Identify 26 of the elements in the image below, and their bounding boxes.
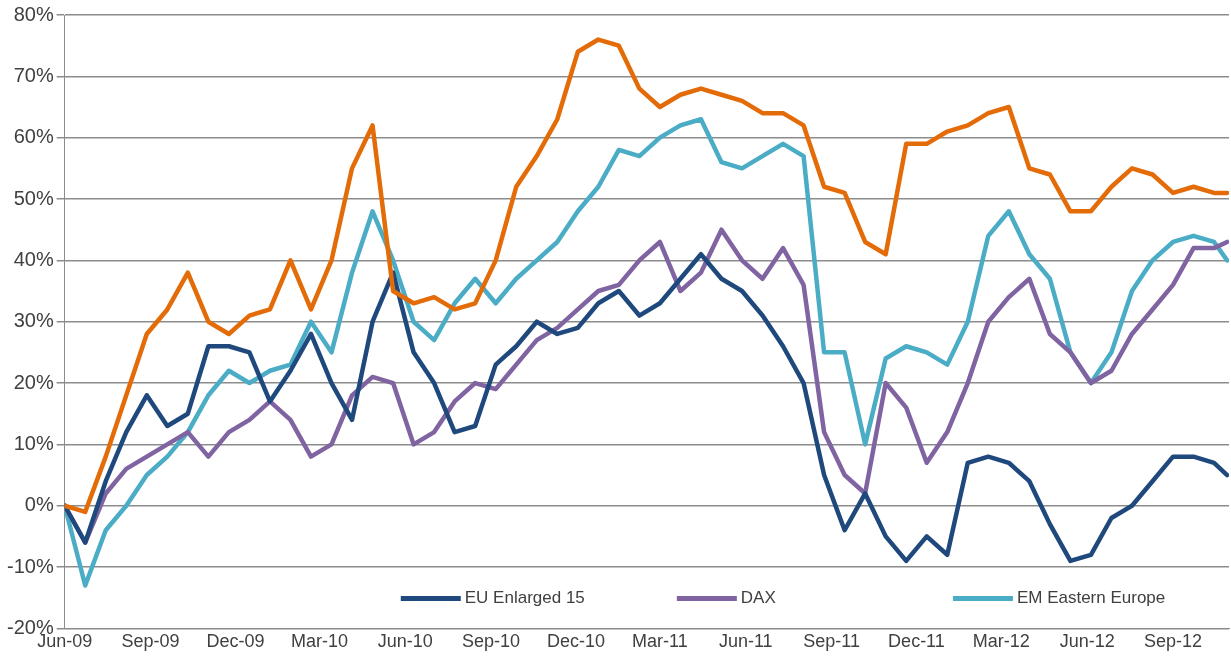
y-tick-label: 50% bbox=[13, 186, 54, 209]
y-tick-label: 0% bbox=[24, 493, 54, 516]
x-tick-label: Mar-11 bbox=[632, 631, 688, 652]
x-tick-label: Jun-12 bbox=[1059, 631, 1115, 652]
y-tick-label: 80% bbox=[13, 2, 54, 25]
x-tick-label: Dec-10 bbox=[546, 631, 605, 652]
x-tick-label: Sep-12 bbox=[1144, 631, 1203, 652]
x-tick-label: Jun-11 bbox=[718, 631, 773, 652]
legend-label: EM Eastern Europe bbox=[1016, 588, 1166, 608]
y-tick-label: 10% bbox=[13, 431, 54, 454]
x-tick-label: Mar-10 bbox=[290, 631, 348, 652]
y-tick-label: 20% bbox=[13, 370, 54, 393]
x-tick-label: Sep-11 bbox=[803, 631, 860, 652]
x-tick-label: Dec-11 bbox=[888, 631, 945, 652]
y-tick-label: 30% bbox=[13, 309, 54, 332]
x-tick-label: Mar-12 bbox=[972, 631, 1030, 652]
x-tick-label: Sep-10 bbox=[462, 631, 521, 652]
x-tick-label: Jun-10 bbox=[377, 631, 433, 652]
y-tick-label: 60% bbox=[13, 125, 54, 148]
x-tick-label: Dec-09 bbox=[206, 631, 265, 652]
x-tick-label: Sep-09 bbox=[121, 631, 180, 652]
y-tick-label: -10% bbox=[6, 554, 54, 577]
y-tick-label: 70% bbox=[13, 63, 54, 86]
y-tick-label: 40% bbox=[13, 247, 54, 270]
legend-label: EU Enlarged 15 bbox=[464, 588, 585, 608]
legend-label: DAX bbox=[740, 588, 776, 608]
